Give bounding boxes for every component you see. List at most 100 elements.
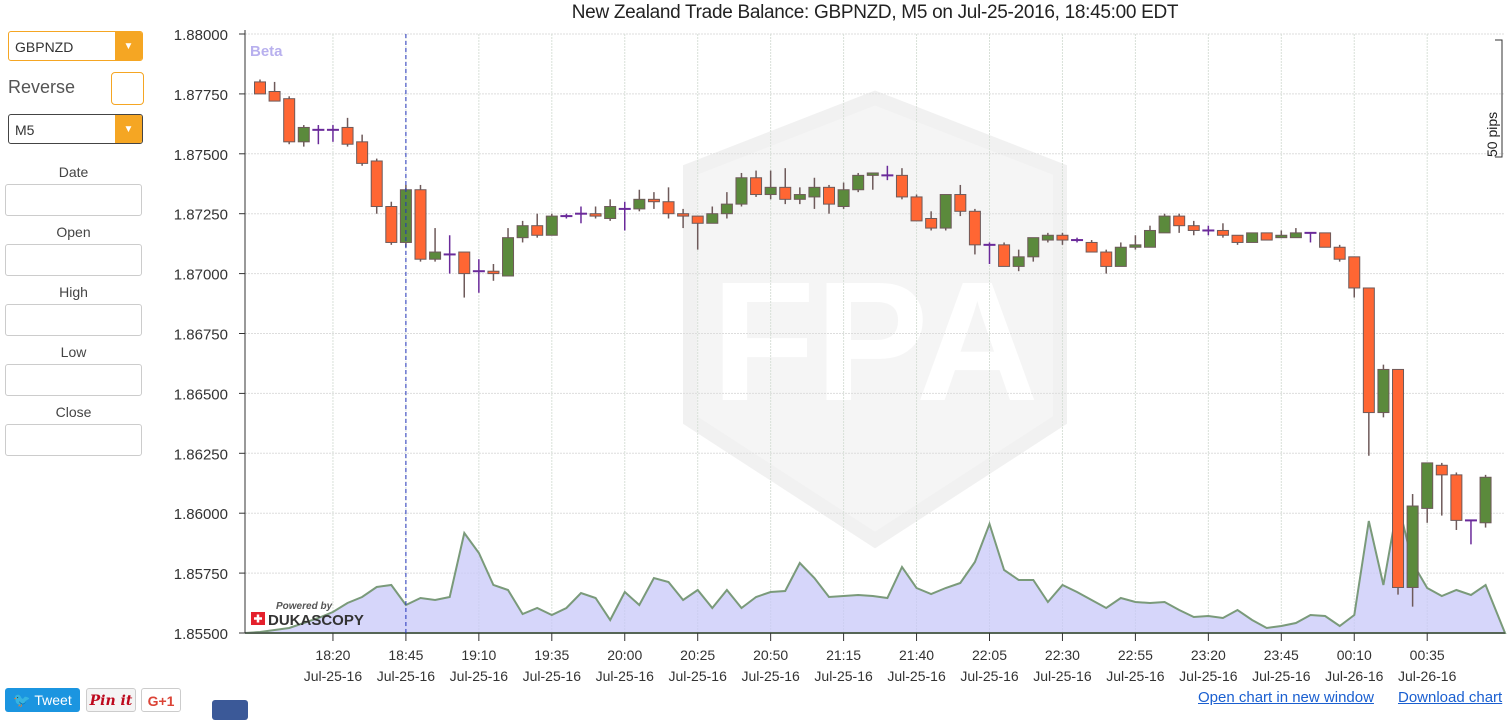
candle[interactable]	[1435, 462, 1448, 516]
candle[interactable]	[1275, 230, 1288, 239]
candle[interactable]	[283, 96, 296, 145]
candle[interactable]	[1114, 242, 1127, 267]
candle[interactable]	[1071, 237, 1084, 243]
candle[interactable]	[312, 125, 325, 145]
candle[interactable]	[925, 211, 938, 231]
candle[interactable]	[1450, 472, 1463, 530]
date-field[interactable]	[5, 184, 142, 216]
candle[interactable]	[998, 242, 1011, 267]
candle[interactable]	[516, 220, 529, 243]
close-field[interactable]	[5, 424, 142, 456]
candle[interactable]	[545, 213, 558, 236]
candle[interactable]	[1187, 220, 1200, 236]
candle[interactable]	[1100, 249, 1113, 274]
candle[interactable]	[1085, 240, 1098, 253]
candle[interactable]	[1289, 228, 1302, 239]
candle[interactable]	[1173, 213, 1186, 233]
candle[interactable]	[1333, 244, 1346, 262]
candle[interactable]	[574, 206, 587, 224]
candle[interactable]	[1464, 519, 1477, 545]
candle[interactable]	[429, 228, 442, 262]
candle[interactable]	[662, 187, 675, 219]
candle[interactable]	[297, 125, 310, 147]
candle[interactable]	[1362, 287, 1375, 456]
candle[interactable]	[356, 134, 369, 166]
candle[interactable]	[1348, 256, 1361, 298]
candle[interactable]	[487, 264, 500, 281]
candle[interactable]	[823, 184, 836, 214]
candle[interactable]	[268, 81, 281, 102]
candle[interactable]	[1479, 474, 1492, 528]
chevron-down-icon[interactable]: ▼	[115, 115, 142, 143]
candle[interactable]	[502, 228, 515, 277]
candle[interactable]	[750, 170, 763, 197]
candle[interactable]	[633, 189, 646, 212]
candle[interactable]	[341, 117, 354, 147]
candle[interactable]	[1216, 223, 1229, 238]
candle[interactable]	[604, 199, 617, 221]
chevron-down-icon[interactable]: ▼	[115, 32, 142, 60]
candle[interactable]	[852, 172, 865, 193]
candle[interactable]	[385, 201, 398, 245]
candle[interactable]	[764, 170, 777, 200]
candle[interactable]	[983, 242, 996, 265]
candle[interactable]	[560, 213, 573, 219]
candle[interactable]	[954, 184, 967, 217]
candle[interactable]	[866, 172, 879, 190]
candle[interactable]	[1406, 494, 1419, 607]
candle[interactable]	[647, 192, 660, 209]
candle[interactable]	[589, 206, 602, 219]
candle[interactable]	[1231, 234, 1244, 245]
candle[interactable]	[779, 168, 792, 205]
candle[interactable]	[1041, 232, 1054, 243]
candle[interactable]	[1304, 231, 1317, 243]
candle[interactable]	[910, 194, 923, 222]
candle[interactable]	[881, 165, 894, 181]
pin-it-button[interactable]: Pin it	[86, 688, 136, 712]
candle[interactable]	[735, 172, 748, 207]
candle[interactable]	[1202, 225, 1215, 236]
pair-select[interactable]: GBPNZD ▼	[8, 31, 143, 61]
open-chart-link[interactable]: Open chart in new window	[1198, 689, 1374, 706]
candle[interactable]	[1056, 232, 1069, 245]
candle[interactable]	[939, 194, 952, 231]
tweet-button[interactable]: 🐦 Tweet	[5, 688, 80, 712]
candle[interactable]	[618, 201, 631, 231]
download-chart-link[interactable]: Download chart	[1398, 689, 1503, 706]
candle[interactable]	[1421, 462, 1434, 523]
candle[interactable]	[1027, 237, 1040, 262]
candle[interactable]	[1143, 225, 1156, 248]
candle[interactable]	[1392, 368, 1405, 595]
candle[interactable]	[895, 168, 908, 200]
reverse-checkbox[interactable]	[111, 72, 144, 105]
candle[interactable]	[326, 125, 339, 142]
candle[interactable]	[837, 182, 850, 209]
candle[interactable]	[443, 235, 456, 274]
candle[interactable]	[1129, 235, 1142, 250]
candle[interactable]	[1158, 213, 1171, 234]
candle[interactable]	[706, 206, 719, 224]
high-field[interactable]	[5, 304, 142, 336]
candle[interactable]	[472, 259, 485, 293]
candle[interactable]	[793, 187, 806, 205]
candle[interactable]	[458, 251, 471, 298]
candle[interactable]	[968, 208, 981, 255]
open-field[interactable]	[5, 244, 142, 276]
google-plus-button[interactable]: G+1	[141, 688, 181, 712]
candle[interactable]	[720, 192, 733, 219]
timeframe-select[interactable]: M5 ▼	[8, 114, 143, 144]
facebook-icon[interactable]	[212, 700, 248, 720]
candle[interactable]	[808, 177, 821, 209]
candle[interactable]	[254, 79, 266, 95]
candle[interactable]	[677, 208, 690, 229]
candle[interactable]	[691, 215, 704, 250]
candle[interactable]	[414, 184, 427, 262]
candle[interactable]	[1246, 232, 1259, 243]
candle[interactable]	[1319, 232, 1332, 248]
candle[interactable]	[531, 213, 544, 238]
candle[interactable]	[1260, 232, 1273, 241]
low-field[interactable]	[5, 364, 142, 396]
candle[interactable]	[1377, 364, 1390, 418]
candle[interactable]	[370, 158, 383, 214]
candle[interactable]	[1012, 249, 1025, 272]
